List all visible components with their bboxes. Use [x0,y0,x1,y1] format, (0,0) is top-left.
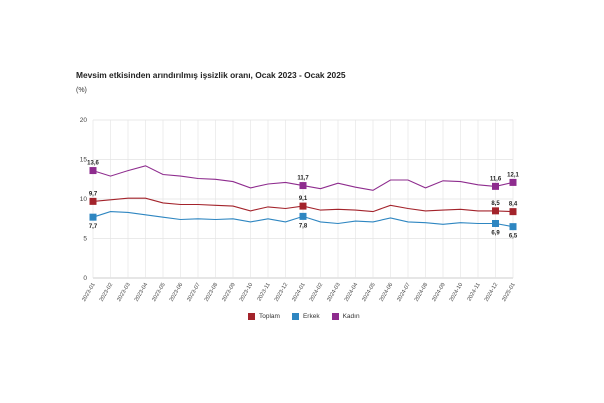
data-point-erkek [492,219,499,227]
data-label: 11,6 [490,176,502,182]
x-tick-label: 2024-12 [484,282,499,303]
x-tick-label: 2023-09 [221,282,236,303]
data-label: 6,9 [491,230,500,236]
x-tick-label: 2024-08 [414,282,429,303]
x-tick-label: 2023-04 [134,282,149,303]
legend-swatch [331,313,339,320]
y-axis-unit-label: (%) [76,87,87,94]
y-tick-label: 10 [80,196,88,203]
x-tick-label: 2024-04 [344,282,359,303]
x-tick-label: 2024-07 [396,282,411,303]
data-label: 7,8 [299,223,308,229]
y-tick-label: 15 [80,157,88,164]
x-tick-label: 2024-10 [449,282,464,303]
data-label: 7,7 [89,224,98,230]
data-point-erkek [89,213,97,221]
legend-item-kadin: Kadın [331,313,360,320]
x-tick-label: 2024-06 [379,282,394,303]
x-tick-label: 2023-10 [239,282,254,303]
data-point-kadin [509,178,517,186]
data-point-kadin [89,167,97,175]
data-point-toplam [492,207,499,215]
legend-label: Toplam [259,313,280,320]
y-tick-label: 0 [83,275,87,282]
legend-swatch [291,313,299,320]
data-label: 12,1 [507,172,519,178]
data-label: 9,1 [299,196,308,202]
x-tick-label: 2025-01 [501,282,516,303]
legend-label: Kadın [342,313,360,320]
data-label: 8,5 [491,201,500,207]
data-label: 6,5 [509,234,518,240]
x-tick-label: 2023-08 [204,282,219,303]
x-tick-label: 2024-11 [466,282,481,302]
legend-item-erkek: Erkek [291,313,320,320]
data-point-toplam [89,197,97,205]
x-tick-label: 2023-06 [169,282,184,303]
x-tick-label: 2023-07 [186,282,201,303]
x-tick-label: 2023-12 [274,282,289,303]
data-point-erkek [509,223,517,231]
x-tick-label: 2024-05 [361,282,376,303]
legend-item-toplam: Toplam [248,313,280,320]
data-point-toplam [509,208,517,216]
x-tick-label: 2024-01 [291,282,306,303]
data-point-erkek [299,212,307,220]
data-label: 9,7 [89,191,98,197]
x-tick-label: 2023-11 [256,282,271,302]
data-point-kadin [299,182,307,190]
data-label: 8,4 [509,202,518,208]
x-tick-label: 2023-03 [116,282,131,303]
data-point-kadin [492,182,499,190]
x-tick-label: 2023-02 [99,282,114,303]
x-tick-label: 2024-03 [326,282,341,303]
chart-title: Mevsim etkisinden arındırılmış işsizlik … [76,70,346,80]
data-point-toplam [299,202,307,210]
y-tick-label: 5 [83,236,87,243]
data-label: 11,7 [297,176,309,182]
y-tick-label: 20 [80,117,88,124]
chart-legend: Toplam Erkek Kadın [248,313,360,320]
x-tick-label: 2023-05 [151,282,166,303]
x-tick-label: 2024-02 [309,282,324,303]
x-tick-label: 2023-01 [81,282,96,303]
data-label: 13,6 [87,161,99,167]
x-tick-label: 2024-09 [431,282,446,303]
legend-label: Erkek [302,313,320,320]
legend-swatch [248,313,255,320]
